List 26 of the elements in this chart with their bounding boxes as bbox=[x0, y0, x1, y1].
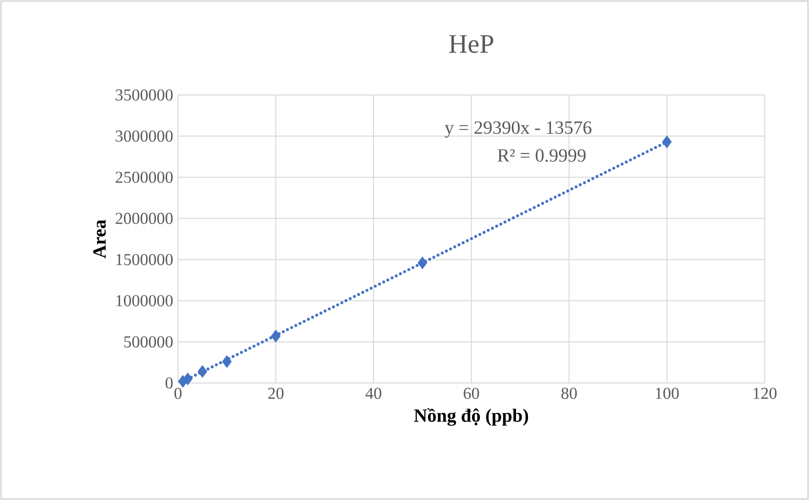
annotation: y = 29390x - 13576 bbox=[444, 121, 592, 138]
point bbox=[183, 372, 193, 386]
x-tick-label: 80 bbox=[561, 388, 577, 399]
y-tick-label: 500000 bbox=[124, 336, 173, 348]
point bbox=[222, 355, 232, 368]
x-tick-label: 120 bbox=[754, 388, 777, 399]
x-tick-label: 20 bbox=[268, 388, 284, 399]
point bbox=[418, 256, 428, 270]
x-tick-label: 100 bbox=[656, 388, 679, 399]
y-tick-label: 1500000 bbox=[116, 254, 173, 266]
y-tick-label: 2000000 bbox=[116, 212, 173, 224]
x-tick-label: 0 bbox=[174, 388, 182, 399]
point bbox=[198, 365, 208, 378]
y-axis-title: Area bbox=[93, 220, 106, 258]
y-tick-label: 3500000 bbox=[116, 89, 173, 101]
y-tick-label: 2500000 bbox=[116, 172, 173, 183]
y-tick-label: 3000000 bbox=[116, 130, 173, 142]
point bbox=[662, 136, 672, 148]
y-tick-label: 0 bbox=[166, 377, 173, 389]
annotation: R² = 0.9999 bbox=[498, 149, 586, 162]
point bbox=[271, 330, 281, 342]
x-tick-label: 40 bbox=[366, 388, 382, 399]
y-tick-label: 1000000 bbox=[116, 295, 173, 306]
chart-title: HeP bbox=[449, 35, 494, 53]
x-axis-title: Nồng độ (ppb) bbox=[414, 408, 528, 426]
x-tick-label: 60 bbox=[464, 388, 480, 399]
